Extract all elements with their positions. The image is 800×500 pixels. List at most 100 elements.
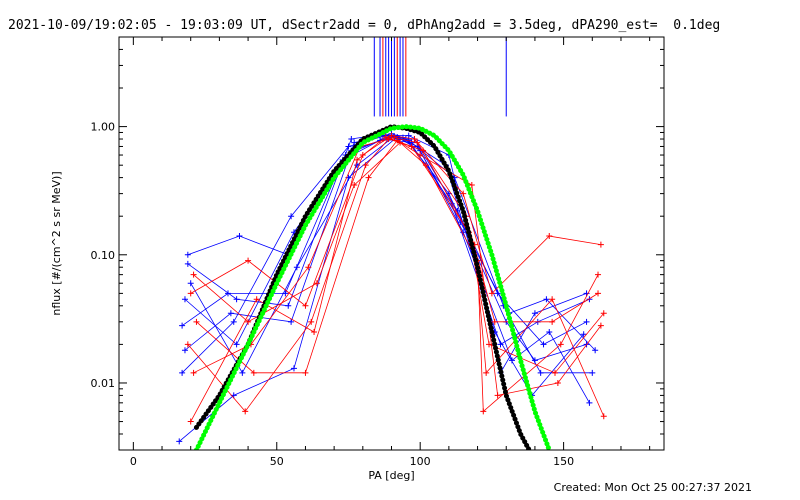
data-point-red — [365, 174, 372, 181]
plot-area — [176, 37, 607, 450]
series-line-red — [193, 137, 599, 374]
data-point-blue — [537, 369, 544, 376]
data-point-blue — [181, 347, 188, 354]
data-point-red — [491, 318, 498, 325]
data-point-blue — [184, 260, 191, 267]
series-line-blue — [190, 135, 596, 374]
data-point-red — [549, 318, 556, 325]
data-point-red — [488, 290, 495, 297]
data-point-red — [242, 408, 249, 415]
data-point-blue — [540, 341, 547, 348]
fit-curve-black — [193, 124, 532, 450]
data-point-red — [362, 162, 369, 169]
data-point-blue — [586, 399, 593, 406]
data-point-red — [193, 318, 200, 325]
data-point-red — [494, 392, 501, 399]
data-point-red — [253, 296, 260, 303]
data-point-red — [422, 162, 429, 169]
series-line-blue — [181, 138, 587, 345]
data-point-red — [595, 271, 602, 278]
data-point-blue — [230, 318, 237, 325]
data-point-blue — [288, 213, 295, 220]
x-tick-label: 0 — [130, 455, 137, 468]
data-point-blue — [508, 357, 515, 364]
data-point-blue — [187, 280, 194, 287]
data-point-blue — [288, 318, 295, 325]
data-point-red — [382, 133, 389, 140]
data-point-red — [311, 328, 318, 335]
data-point-blue — [583, 318, 590, 325]
data-point-red — [302, 302, 309, 309]
data-point-blue — [592, 347, 599, 354]
data-point-red — [554, 379, 561, 386]
data-point-red — [460, 190, 467, 197]
data-point-red — [187, 418, 194, 425]
data-point-blue — [293, 264, 300, 271]
data-point-blue — [227, 310, 234, 317]
data-point-red — [305, 264, 312, 271]
data-point-red — [250, 369, 257, 376]
data-point-blue — [580, 331, 587, 338]
data-point-red — [354, 156, 361, 163]
data-point-red — [190, 369, 197, 376]
data-point-red — [549, 296, 556, 303]
data-point-red — [417, 152, 424, 159]
data-point-blue — [179, 369, 186, 376]
data-point-blue — [290, 365, 297, 372]
series-line-red — [187, 138, 605, 413]
series-line-blue — [187, 134, 587, 374]
series-line-blue — [178, 136, 590, 442]
data-point-red — [302, 369, 309, 376]
data-point-red — [190, 271, 197, 278]
data-point-red — [552, 369, 558, 376]
data-point-red — [595, 290, 602, 297]
data-point-red — [391, 134, 398, 141]
data-point-red — [351, 182, 358, 189]
data-point-red — [480, 408, 487, 415]
data-point-blue — [546, 328, 553, 335]
series-line-red — [190, 136, 605, 422]
data-point-red — [184, 341, 191, 348]
data-point-blue — [543, 296, 550, 303]
data-point-red — [308, 318, 315, 325]
data-point-red — [597, 322, 604, 329]
data-point-red — [597, 241, 604, 248]
data-point-red — [414, 139, 421, 146]
data-point-red — [483, 369, 490, 376]
y-tick-label: 1.00 — [91, 121, 116, 134]
data-point-blue — [405, 132, 412, 139]
data-point-blue — [239, 369, 246, 376]
data-point-blue — [233, 341, 240, 348]
series-line-blue — [184, 137, 590, 346]
data-point-blue — [589, 369, 596, 376]
data-point-red — [187, 290, 194, 297]
data-point-blue — [348, 136, 355, 143]
series-line-red — [190, 135, 601, 307]
chart-title: 2021-10-09/19:02:05 - 19:03:09 UT, dSect… — [8, 18, 721, 33]
data-point-blue — [351, 139, 358, 146]
data-point-blue — [285, 302, 292, 309]
x-tick-label: 150 — [553, 455, 574, 468]
data-point-red — [245, 257, 252, 264]
data-point-red — [600, 413, 607, 420]
data-point-blue — [176, 438, 183, 445]
y-tick-label: 0.01 — [91, 377, 116, 390]
y-tick-label: 0.10 — [91, 249, 116, 262]
fit-curve-green — [193, 124, 552, 450]
data-point-blue — [233, 296, 240, 303]
data-point-red — [600, 310, 607, 317]
data-point-blue — [179, 322, 186, 329]
data-point-red — [420, 147, 427, 154]
data-point-blue — [181, 296, 188, 303]
data-point-red — [397, 139, 404, 146]
series-line-blue — [181, 135, 587, 374]
series-line-blue — [187, 138, 593, 374]
x-tick-label: 50 — [270, 455, 284, 468]
x-tick-label: 100 — [410, 455, 431, 468]
data-point-red — [411, 136, 418, 143]
data-point-blue — [184, 251, 191, 258]
data-point-red — [546, 233, 553, 240]
data-point-blue — [236, 233, 243, 240]
data-point-blue — [531, 310, 538, 317]
